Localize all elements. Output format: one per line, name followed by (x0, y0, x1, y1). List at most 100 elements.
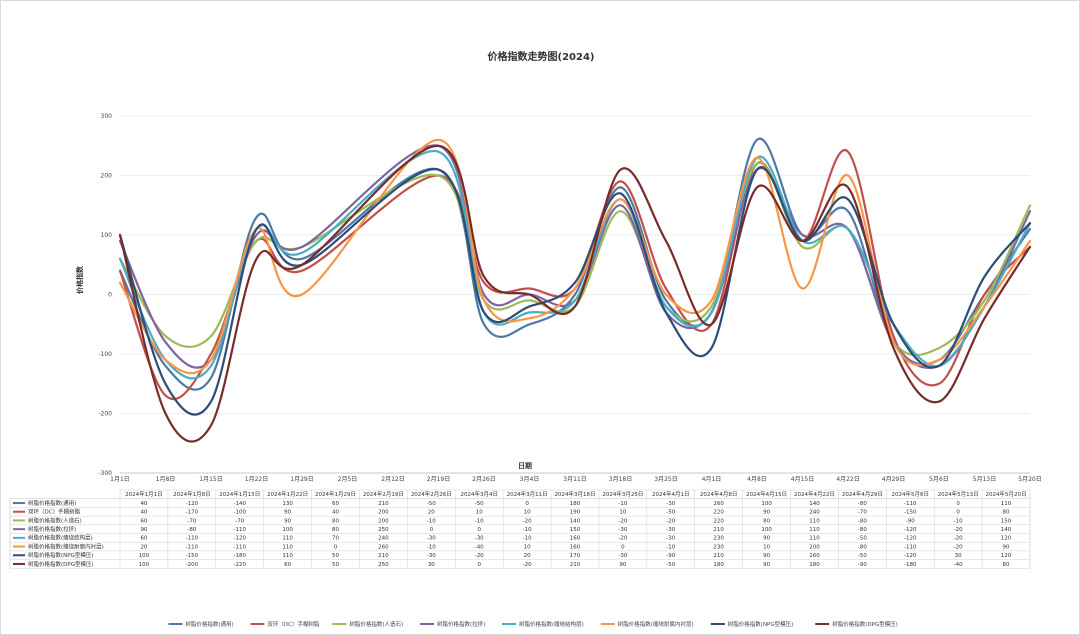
table-cell: -120 (904, 527, 917, 533)
table-cell: 10 (524, 510, 531, 516)
table-series-name: 双环（DC）手糊树脂 (28, 508, 81, 516)
table-cell: 120 (1001, 536, 1012, 542)
table-cell: -10 (618, 501, 627, 507)
table-cell: 210 (713, 553, 724, 559)
table-cell: 110 (809, 518, 820, 524)
table-header-cell: 2024年3月25日 (602, 490, 643, 498)
table-cell: -30 (427, 536, 436, 542)
table-series-name: 树脂价格指数(DPG型模压) (28, 560, 94, 568)
legend-label: 树脂价格指数(缠绕耐腐内衬层) (618, 620, 694, 628)
table-cell: 80 (332, 527, 339, 533)
table-cell: 80 (332, 518, 339, 524)
x-tick-label: 3月4日 (520, 476, 540, 483)
x-tick-label: 1月15日 (199, 476, 222, 483)
table-cell: 120 (1001, 553, 1012, 559)
table-cell: 140 (809, 501, 820, 507)
table-cell: 50 (332, 553, 339, 559)
table-header-cell: 2024年3月11日 (507, 490, 548, 498)
table-cell: -90 (858, 562, 867, 568)
table-cell: 0 (334, 544, 338, 550)
table-cell: 80 (1003, 510, 1010, 516)
table-header-cell: 2024年1月8日 (173, 490, 211, 498)
x-tick-label: 4月15日 (791, 476, 814, 483)
x-tick-label: 2月19日 (427, 476, 450, 483)
y-tick-label: 200 (101, 173, 113, 180)
x-axis-title: 日期 (518, 461, 532, 470)
table-cell: -10 (523, 536, 532, 542)
table-cell: -30 (427, 553, 436, 559)
table-cell: 10 (476, 510, 483, 516)
table-cell: 10 (763, 544, 770, 550)
table-cell: 130 (282, 501, 293, 507)
table-cell: -120 (904, 536, 917, 542)
table-header-cell: 2024年1月15日 (219, 490, 260, 498)
table-cell: 40 (332, 510, 339, 516)
table-cell: -120 (904, 553, 917, 559)
table-cell: -30 (618, 553, 627, 559)
table-cell: 30 (428, 562, 435, 568)
table-cell: 90 (763, 536, 770, 542)
table-cell: -10 (954, 518, 963, 524)
table-cell: -120 (233, 536, 246, 542)
table-cell: -20 (954, 536, 963, 542)
table-cell: -10 (666, 544, 675, 550)
table-cell: 160 (809, 553, 820, 559)
legend: 树脂价格指数(通用) 双环（DC）手糊树脂 树脂价格指数(人造石) 树脂价格指数(拉挤… (168, 620, 898, 628)
table-cell: -20 (666, 518, 675, 524)
legend-label: 树脂价格指数(缠绕结构层) (519, 620, 584, 628)
table-cell: 0 (956, 501, 960, 507)
table-cell: -50 (475, 501, 484, 507)
table-cell: 260 (378, 544, 389, 550)
x-tick-label: 3月18日 (609, 476, 632, 483)
table-cell: -180 (904, 562, 917, 568)
y-tick-label: -300 (98, 470, 112, 477)
table-cell: 230 (713, 536, 724, 542)
y-tick-label: 300 (101, 113, 113, 120)
table-cell: -20 (618, 518, 627, 524)
table-header-cell: 2024年1月22日 (267, 490, 308, 498)
y-axis-title: 价格指数 (75, 265, 84, 294)
y-tick-label: 100 (101, 232, 113, 239)
table-cell: 80 (1003, 562, 1010, 568)
table-header-cell: 2024年1月29日 (315, 490, 356, 498)
table-cell: 110 (1001, 501, 1012, 507)
table-series-name: 树脂价格指数(通用) (28, 499, 76, 507)
table-cell: 160 (570, 544, 581, 550)
series-line-8 (118, 144, 1032, 443)
table-cell: -30 (618, 527, 627, 533)
table-cell: 0 (956, 510, 960, 516)
table-cell: -150 (186, 553, 199, 559)
table-cell: 140 (570, 518, 581, 524)
table-cell: 80 (763, 518, 770, 524)
x-tick-label: 1月22日 (245, 476, 268, 483)
table-header-cell: 2024年2月19日 (363, 490, 404, 498)
table-cell: 10 (619, 510, 626, 516)
table-cell: -10 (523, 527, 532, 533)
table-cell: 220 (713, 510, 724, 516)
table-cell: -50 (858, 553, 867, 559)
table-header-cell: 2024年4月15日 (746, 490, 787, 498)
table-cell: 90 (284, 518, 291, 524)
table-cell: -50 (666, 510, 675, 516)
table-cell: 70 (332, 536, 339, 542)
table-cell: -110 (904, 501, 917, 507)
table-cell: -140 (233, 501, 246, 507)
table-header-cell: 2024年3月18日 (555, 490, 596, 498)
table-cell: 260 (713, 501, 724, 507)
table-cell: -90 (666, 553, 675, 559)
table-cell: -70 (858, 510, 867, 516)
table-cell: -150 (904, 510, 917, 516)
table-cell: 90 (1003, 544, 1010, 550)
table-cell: -50 (858, 536, 867, 542)
table-cell: 110 (809, 527, 820, 533)
table-cell: -20 (475, 553, 484, 559)
table-cell: 110 (282, 544, 293, 550)
table-series-name: 树脂价格指数(人造石) (28, 516, 82, 524)
table-series-name: 树脂价格指数(缠绕耐腐内衬层) (28, 542, 104, 550)
table-header-cell: 2024年4月29日 (842, 490, 883, 498)
table-cell: -30 (475, 536, 484, 542)
table-cell: 0 (621, 544, 625, 550)
table-cell: 210 (378, 501, 389, 507)
table-cell: -80 (187, 527, 196, 533)
table-cell: -170 (186, 510, 199, 516)
